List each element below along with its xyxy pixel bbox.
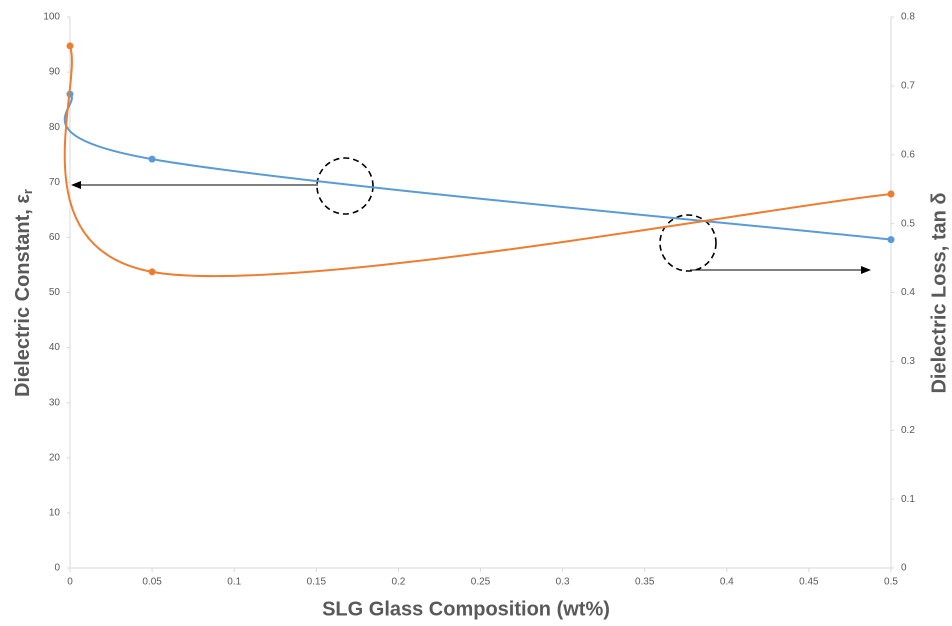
y-tick-label: 100: [43, 12, 60, 23]
y-tick-label: 50: [49, 287, 61, 298]
y2-tick-label: 0: [901, 563, 907, 574]
y-tick-label: 0: [54, 563, 60, 574]
x-tick-label: 0.15: [307, 577, 327, 588]
series-line: [63, 45, 892, 278]
y2-tick-label: 0.1: [901, 494, 915, 505]
series-point: [887, 236, 895, 244]
x-tick-label: 0.25: [471, 577, 491, 588]
y-tick-label: 70: [49, 177, 61, 188]
series-point: [148, 155, 156, 163]
y2-tick-label: 0.4: [901, 287, 915, 298]
x-tick-label: 0.05: [142, 577, 162, 588]
y-axis-label-text: Dielectric Constant, ε: [12, 194, 34, 397]
x-tick-label: 0.2: [391, 577, 405, 588]
y2-tick-label: 0.3: [901, 356, 915, 367]
series-point: [887, 190, 895, 198]
dashed-circle: [316, 157, 374, 215]
y2-axis-label: Dielectric Loss, tan δ: [928, 192, 950, 393]
y-tick-label: 10: [49, 508, 61, 519]
y-tick-label: 80: [49, 122, 61, 133]
y-axis-label: Dielectric Constant, εr: [12, 189, 35, 397]
x-tick-label: 0.5: [884, 577, 898, 588]
y2-tick-label: 0.6: [901, 149, 915, 160]
y-tick-label: 60: [49, 232, 61, 243]
y2-tick-label: 0.2: [901, 425, 915, 436]
x-axis-label: SLG Glass Composition (wt%): [322, 598, 610, 620]
y2-tick-label: 0.8: [901, 12, 915, 23]
x-tick-label: 0: [67, 577, 73, 588]
x-tick-label: 0.3: [556, 577, 570, 588]
dashed-circle: [659, 214, 717, 272]
x-tick-label: 0.45: [799, 577, 819, 588]
series-line: [63, 93, 892, 241]
annotations: [71, 157, 871, 274]
y2-tick-label: 0.7: [901, 81, 915, 92]
series-point: [148, 268, 156, 276]
x-tick-label: 0.4: [720, 577, 734, 588]
y-tick-label: 30: [49, 397, 61, 408]
y-axis-label-subscript: r: [20, 189, 35, 194]
y-tick-label: 40: [49, 342, 61, 353]
y-tick-label: 90: [49, 67, 61, 78]
x-tick-label: 0.35: [635, 577, 655, 588]
y2-tick-label: 0.5: [901, 218, 915, 229]
x-tick-label: 0.1: [227, 577, 241, 588]
series-point: [66, 42, 74, 50]
y-tick-label: 20: [49, 452, 61, 463]
